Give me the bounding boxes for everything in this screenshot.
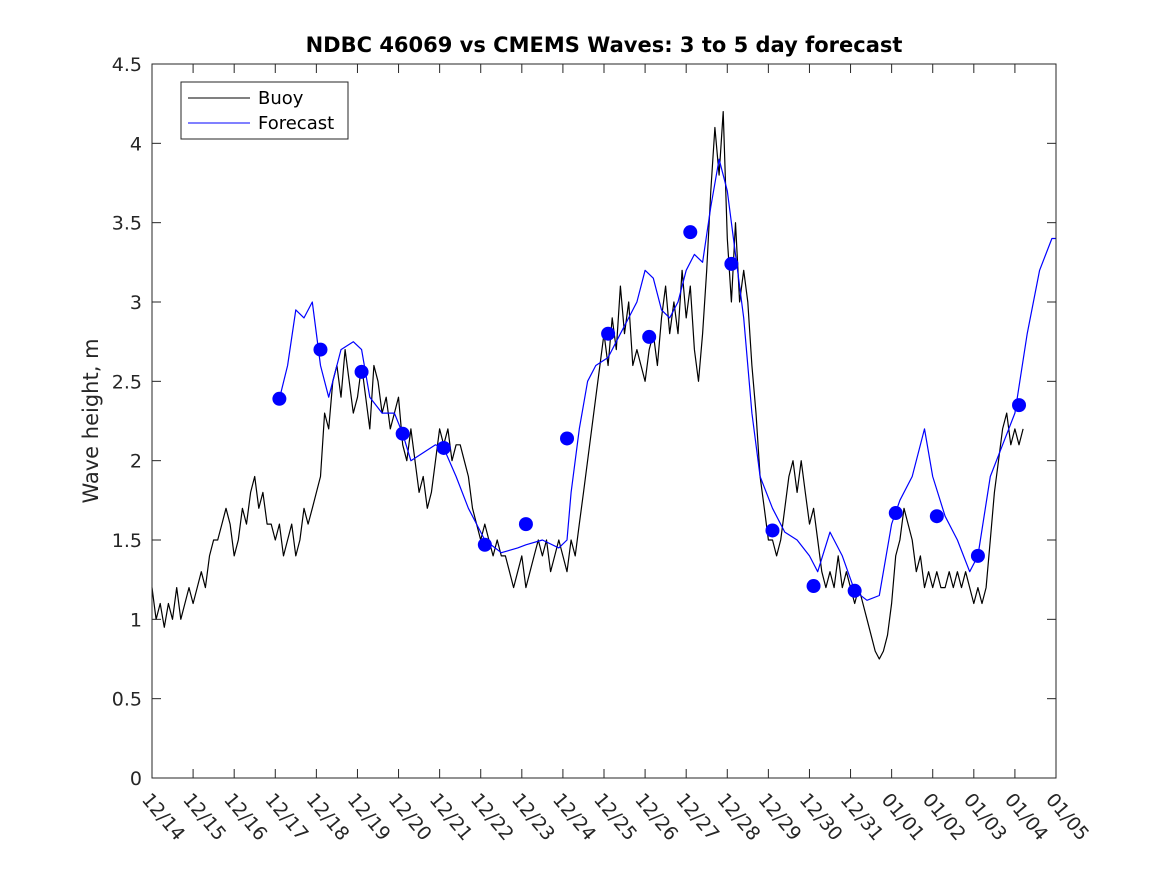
y-tick-label: 3 [130, 292, 142, 314]
x-tick-label: 12/19 [343, 789, 395, 845]
forecast-start-point [724, 256, 739, 271]
x-tick-label: 12/15 [178, 789, 230, 845]
legend-buoy-label: Buoy [258, 88, 304, 109]
x-tick-label: 12/20 [384, 789, 436, 845]
marker-layer [272, 225, 1027, 598]
x-tick-label: 01/02 [918, 789, 970, 845]
x-tick-label: 12/24 [548, 789, 600, 845]
forecast-start-point [436, 440, 451, 455]
y-tick-label: 2 [130, 451, 142, 473]
forecast-start-point [313, 342, 328, 357]
x-tick-label: 12/25 [589, 789, 641, 845]
legend: Buoy Forecast [180, 81, 349, 140]
chart-title: NDBC 46069 vs CMEMS Waves: 3 to 5 day fo… [306, 33, 903, 57]
forecast-start-point [395, 426, 410, 441]
plot-area [152, 64, 1056, 778]
forecast-start-point [642, 329, 657, 344]
series-layer [151, 110, 1056, 660]
forecast-start-point [888, 506, 903, 521]
x-tick-label: 12/29 [754, 789, 806, 845]
y-tick-label: 0 [130, 768, 142, 790]
x-tick-label: 12/28 [712, 789, 764, 845]
x-tick-label: 12/17 [260, 789, 312, 845]
legend-box [180, 81, 349, 140]
forecast-start-point [683, 225, 698, 240]
y-tick-label: 2.5 [112, 371, 142, 393]
forecast-start-point [601, 326, 616, 341]
forecast-start-point [765, 523, 780, 538]
forecast-start-point [1012, 398, 1027, 413]
y-axis: 0 0.5 1 1.5 2 2.5 3 3.5 4 4.5 [112, 54, 1056, 790]
x-tick-label: 12/16 [219, 789, 271, 845]
x-tick-label: 12/14 [137, 789, 189, 845]
forecast-start-point [477, 537, 492, 552]
x-tick-label: 12/23 [507, 789, 559, 845]
y-tick-label: 1.5 [112, 530, 142, 552]
series-buoy-line [151, 110, 1024, 660]
legend-forecast-label: Forecast [258, 113, 334, 134]
forecast-start-point [272, 391, 287, 406]
forecast-start-point [847, 583, 862, 598]
forecast-start-point [929, 509, 944, 524]
series-forecast-line [278, 158, 1056, 601]
y-tick-label: 0.5 [112, 689, 142, 711]
y-tick-label: 4.5 [112, 54, 142, 76]
forecast-start-point [518, 517, 533, 532]
forecast-start-point [970, 548, 985, 563]
x-tick-label: 01/05 [1041, 789, 1093, 845]
y-tick-label: 1 [130, 609, 142, 631]
x-tick-label: 01/01 [877, 789, 929, 845]
y-tick-label: 3.5 [112, 213, 142, 235]
x-tick-label: 12/30 [795, 789, 847, 845]
y-axis-label: Wave height, m [79, 338, 103, 503]
x-tick-label: 01/04 [1000, 789, 1052, 845]
x-tick-label: 12/18 [302, 789, 354, 845]
x-tick-label: 12/31 [836, 789, 888, 845]
y-tick-label: 4 [130, 133, 142, 155]
x-tick-label: 12/22 [466, 789, 518, 845]
forecast-start-point [354, 364, 369, 379]
forecast-start-point [560, 431, 575, 446]
forecast-start-point [806, 579, 821, 594]
x-tick-label: 12/26 [630, 789, 682, 845]
x-tick-label: 12/21 [425, 789, 477, 845]
x-tick-label: 12/27 [671, 789, 723, 845]
x-tick-label: 01/03 [959, 789, 1011, 845]
